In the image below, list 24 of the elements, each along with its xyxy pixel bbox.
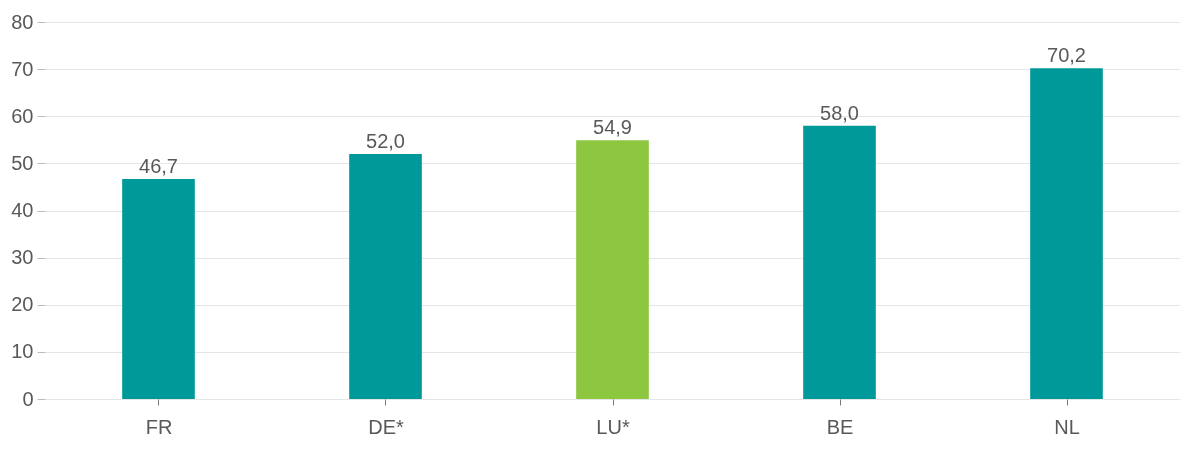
y-tick-label: 30 — [11, 246, 34, 269]
y-tick-label: 70 — [11, 57, 34, 80]
x-tick-label: LU* — [596, 415, 630, 438]
y-tick-label: 60 — [11, 104, 34, 127]
data-label: 70,2 — [1047, 44, 1086, 67]
data-label: 52,0 — [366, 129, 405, 152]
y-tick-label: 80 — [11, 10, 34, 33]
bar — [803, 125, 876, 399]
bar — [1030, 68, 1103, 399]
y-tick-label: 10 — [11, 340, 34, 363]
x-tick-label: NL — [1054, 415, 1080, 438]
data-label: 58,0 — [820, 101, 859, 124]
y-tick-label: 20 — [11, 293, 34, 316]
bar — [122, 178, 195, 399]
y-tick-label: 0 — [22, 387, 34, 410]
bar — [349, 153, 422, 399]
y-tick-label: 50 — [11, 151, 34, 174]
bar — [576, 140, 649, 399]
data-label: 46,7 — [139, 154, 178, 177]
data-label: 54,9 — [593, 116, 632, 139]
y-tick-label: 40 — [11, 199, 34, 221]
x-tick-label: BE — [826, 415, 854, 438]
x-tick-label: FR — [145, 415, 173, 438]
x-tick-label: DE* — [368, 415, 404, 438]
